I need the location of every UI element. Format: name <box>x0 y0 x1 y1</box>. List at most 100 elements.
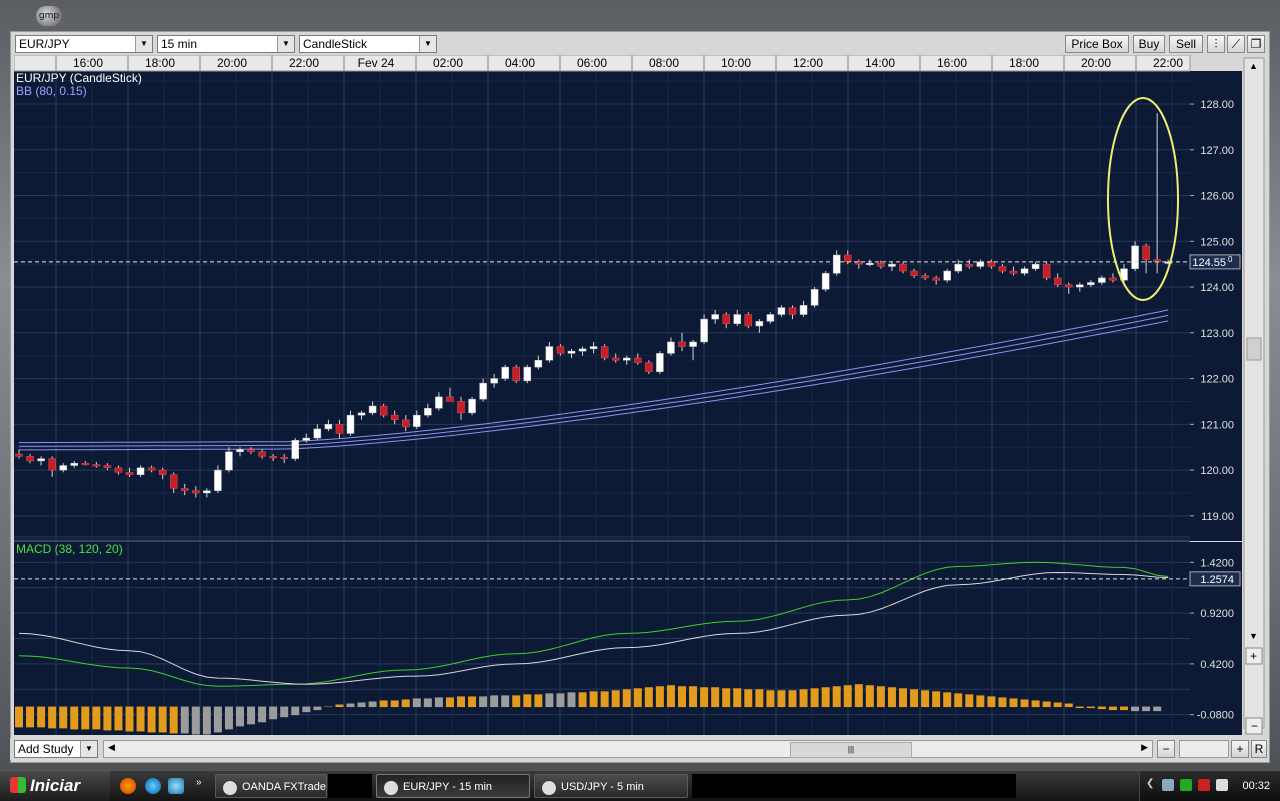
expand-quicklaunch-icon[interactable]: » <box>196 777 202 788</box>
scroll-right-icon[interactable]: ▶ <box>1141 742 1148 752</box>
macd-histogram-bar <box>987 696 996 708</box>
time-zoom-in-button[interactable]: + <box>1231 740 1249 758</box>
draw-line-icon[interactable]: ⟋ <box>1227 35 1245 53</box>
candle-body <box>324 424 333 430</box>
task-usdjpy[interactable]: USD/JPY - 5 min <box>534 774 688 798</box>
price-box-button[interactable]: Price Box <box>1065 35 1129 53</box>
volume-icon[interactable] <box>1216 779 1228 791</box>
candle-body <box>777 307 786 315</box>
macd-histogram-bar <box>932 691 941 708</box>
chevron-down-icon[interactable]: ▼ <box>135 36 152 52</box>
macd-histogram-bar <box>556 693 565 708</box>
candle-body <box>866 263 874 266</box>
macd-tick-label: 1.4200 <box>1200 557 1234 569</box>
macd-histogram-bar <box>523 694 532 708</box>
sell-button[interactable]: Sell <box>1169 35 1203 53</box>
macd-histogram-bar <box>401 699 410 708</box>
browser-icon[interactable] <box>168 778 184 794</box>
time-zoom-out-button[interactable]: − <box>1157 740 1175 758</box>
macd-histogram-bar <box>125 706 134 732</box>
candle-body <box>755 321 764 327</box>
candle-body <box>1098 277 1106 283</box>
macd-histogram-bar <box>147 706 156 733</box>
candle-body <box>446 396 454 402</box>
candle-body <box>1109 277 1117 281</box>
price-tick-label: 123.00 <box>1200 328 1234 340</box>
network-icon[interactable] <box>1162 779 1174 791</box>
macd-histogram-bar <box>744 689 753 708</box>
scroll-up-icon[interactable]: ▲ <box>1249 61 1258 71</box>
macd-histogram-bar <box>346 703 355 708</box>
candle-body <box>479 382 487 400</box>
instrument-select[interactable]: EUR/JPY ▼ <box>15 35 153 53</box>
desktop-app-icon[interactable]: gmp <box>36 6 62 26</box>
candle-body <box>611 357 620 361</box>
candle-body <box>1020 268 1029 274</box>
time-tick-label: 02:00 <box>433 56 463 70</box>
reset-button[interactable]: R <box>1251 740 1267 758</box>
price-tick-label: 126.00 <box>1200 191 1234 203</box>
shield-icon[interactable] <box>1180 779 1192 791</box>
indicator-icon[interactable]: ⫶ <box>1207 35 1225 53</box>
macd-histogram-bar <box>943 692 952 708</box>
candle-body <box>987 261 996 267</box>
macd-histogram-bar <box>976 695 985 708</box>
buy-button[interactable]: Buy <box>1133 35 1165 53</box>
price-chart-title: EUR/JPY (CandleStick) <box>16 71 142 85</box>
candle-body <box>722 314 730 324</box>
horizontal-scroll-thumb[interactable]: ||| <box>790 742 912 758</box>
candle-body <box>744 314 753 327</box>
task-oanda[interactable]: OANDA FXTrade <box>215 774 327 798</box>
macd-title: MACD (38, 120, 20) <box>16 542 123 556</box>
macd-histogram-bar <box>854 684 863 708</box>
interval-select[interactable]: 15 min ▼ <box>157 35 295 53</box>
macd-histogram-bar <box>357 702 366 708</box>
task-label: EUR/JPY - 15 min <box>403 781 493 793</box>
candle-body <box>534 360 543 368</box>
macd-histogram-bar <box>755 689 764 708</box>
internet-explorer-icon[interactable] <box>145 778 161 794</box>
macd-histogram-bar <box>534 694 543 708</box>
macd-histogram-bar <box>1020 699 1029 708</box>
bollinger-line <box>18 314 1169 447</box>
candle-body <box>81 462 90 465</box>
macd-histogram-bar <box>512 695 521 708</box>
chevron-down-icon[interactable]: ▼ <box>277 36 294 52</box>
antivirus-icon[interactable] <box>1198 779 1210 791</box>
candle-body <box>203 490 211 494</box>
macd-histogram-bar <box>412 698 421 708</box>
price-tick-label: 120.00 <box>1200 465 1234 477</box>
time-axis-bar <box>14 55 1191 72</box>
time-zoom-slider[interactable] <box>1179 740 1229 758</box>
candle-body <box>258 451 266 457</box>
chevron-down-icon[interactable]: ▼ <box>419 36 436 52</box>
candle-body <box>567 350 576 354</box>
tray-expand-icon[interactable]: ❮ <box>1146 778 1155 789</box>
start-button[interactable]: Iniciar <box>0 771 110 801</box>
firefox-icon[interactable] <box>120 778 136 794</box>
horizontal-scrollbar[interactable]: ◀ ||| ▶ <box>103 740 1153 758</box>
macd-histogram-bar <box>589 691 598 708</box>
macd-histogram-bar <box>1064 703 1073 708</box>
time-tick-label: Fev 24 <box>358 56 395 70</box>
price-axis: 128.00 127.00 126.00 125.00 124.00 123.00 122.… <box>14 71 1242 541</box>
interval-value: 15 min <box>161 37 198 51</box>
chart-type-select[interactable]: CandleStick ▼ <box>299 35 437 53</box>
chevron-down-icon[interactable]: ▼ <box>80 741 97 757</box>
vertical-scrollbar[interactable] <box>1243 57 1265 729</box>
macd-histogram-bar <box>313 706 322 711</box>
vertical-scroll-thumb[interactable] <box>1246 337 1262 361</box>
scroll-down-icon[interactable]: ▼ <box>1249 631 1258 641</box>
candle-body <box>645 362 653 372</box>
zoom-out-button[interactable] <box>1245 717 1263 735</box>
macd-histogram-bar <box>1053 702 1062 708</box>
add-study-select[interactable]: Add Study ▼ <box>14 740 98 758</box>
candle-body <box>700 318 708 343</box>
scroll-left-icon[interactable]: ◀ <box>108 742 115 752</box>
macd-histogram-bar <box>26 706 35 728</box>
candle-body <box>932 277 940 281</box>
candle-body <box>335 424 344 434</box>
task-eurjpy[interactable]: EUR/JPY - 15 min <box>376 774 530 798</box>
zoom-in-button[interactable] <box>1245 647 1263 665</box>
maximize-icon[interactable]: ❐ <box>1247 35 1265 53</box>
